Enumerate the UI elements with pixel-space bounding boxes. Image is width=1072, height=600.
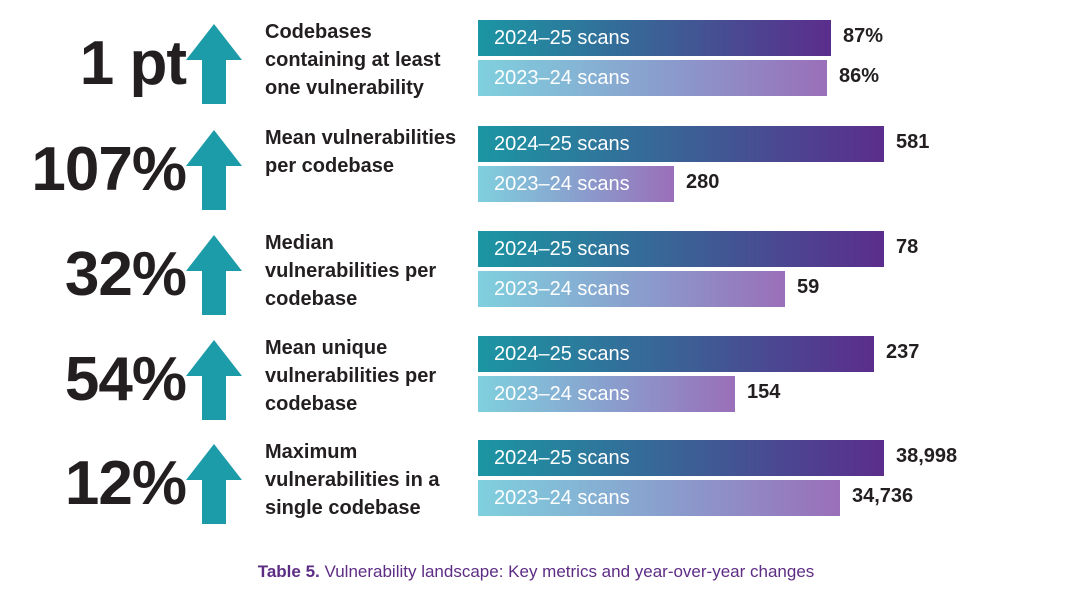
value-label-previous: 59	[797, 276, 820, 298]
metric-row: 12% Maximum vulnerabilities in a single c…	[0, 438, 1072, 528]
bar-previous: 2023–24 scans	[478, 60, 827, 96]
chart-caption: Table 5. Vulnerability landscape: Key me…	[0, 562, 1072, 582]
metric-label: Maximum vulnerabilities in a single code…	[265, 441, 440, 519]
metric-label: Mean vulnerabilities per codebase	[265, 127, 457, 177]
value-label-current: 78	[896, 236, 919, 258]
change-value: 54%	[64, 345, 187, 414]
value-label-previous: 154	[747, 381, 781, 403]
bar-previous: 2023–24 scans	[478, 166, 674, 202]
metric-row: 1 pt Codebases containing at least one vu…	[0, 18, 1072, 108]
metric-label: Codebases containing at least one vulner…	[265, 21, 441, 99]
bar-current: 2024–25 scans	[478, 231, 884, 267]
metric-row: 107% Mean vulnerabilities per codebase 202…	[0, 124, 1072, 214]
change-value: 1 pt	[79, 29, 187, 98]
bar-current: 2024–25 scans	[478, 20, 831, 56]
value-label-previous: 280	[686, 171, 720, 193]
bar-current: 2024–25 scans	[478, 126, 884, 162]
change-value: 107%	[31, 135, 187, 204]
caption-label: Table 5.	[257, 562, 320, 581]
arrow-up-icon	[186, 235, 242, 315]
metric-label: Median vulnerabilities per codebase	[265, 232, 437, 310]
bar-previous: 2023–24 scans	[478, 376, 735, 412]
caption-text: Vulnerability landscape: Key metrics and…	[324, 562, 815, 581]
arrow-up-icon	[186, 130, 242, 210]
value-label-current: 87%	[843, 25, 884, 47]
bar-current: 2024–25 scans	[478, 336, 874, 372]
value-label-current: 38,998	[896, 445, 958, 467]
bar-previous: 2023–24 scans	[478, 480, 840, 516]
metric-label: Mean unique vulnerabilities per codebase	[265, 337, 437, 415]
value-label-previous: 34,736	[852, 485, 914, 507]
bar-current: 2024–25 scans	[478, 440, 884, 476]
arrow-up-icon	[186, 444, 242, 524]
arrow-up-icon	[186, 24, 242, 104]
metric-row: 54% Mean unique vulnerabilities per codeb…	[0, 334, 1072, 424]
value-label-current: 581	[896, 131, 930, 153]
change-value: 12%	[64, 449, 187, 518]
arrow-up-icon	[186, 340, 242, 420]
value-label-previous: 86%	[839, 65, 880, 87]
metric-row: 32% Median vulnerabilities per codebase 20…	[0, 229, 1072, 319]
bar-previous: 2023–24 scans	[478, 271, 785, 307]
value-label-current: 237	[886, 341, 920, 363]
change-value: 32%	[64, 240, 187, 309]
